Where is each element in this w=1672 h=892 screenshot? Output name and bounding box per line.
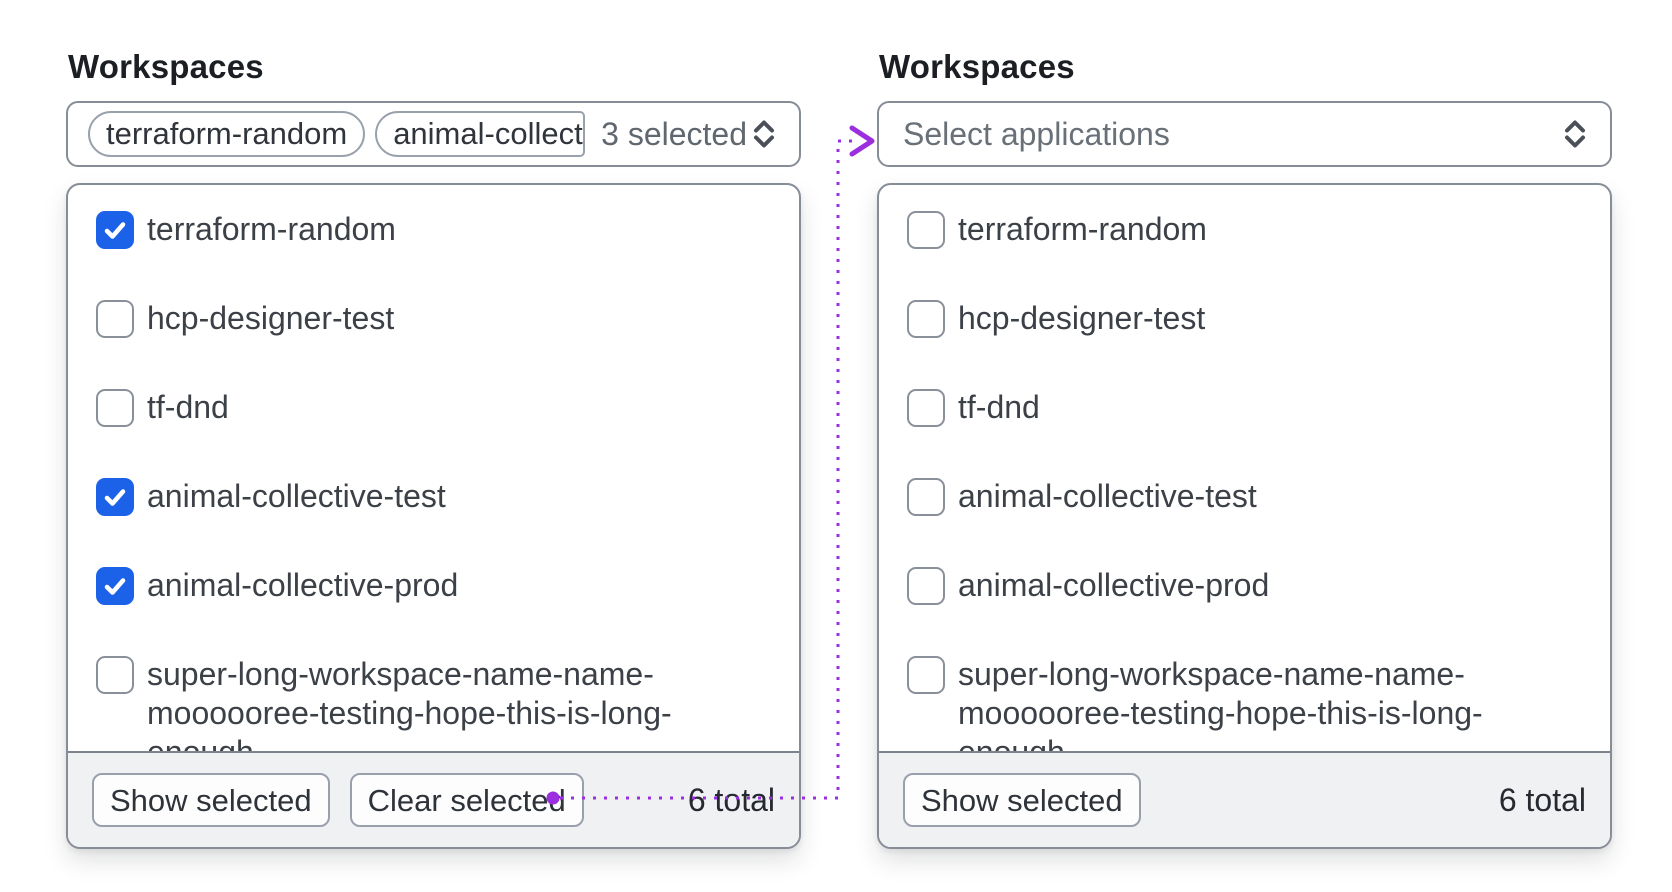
option-checkbox[interactable] [96,300,134,338]
workspace-option[interactable]: super-long-workspace-name-name- mooooore… [907,630,1582,751]
workspace-option-label: animal-collective-prod [958,567,1270,603]
left-select-dropdown: terraform-random hcp-designer-test tf-dn… [66,183,801,849]
option-checkbox[interactable] [96,478,134,516]
workspace-option[interactable]: animal-collective-test [907,452,1582,541]
option-checkbox[interactable] [96,656,134,694]
right-select-label: Workspaces [879,48,1075,85]
workspace-option-label-line: moooooree-testing-hope-this-is-long-enou… [147,695,672,751]
workspace-option[interactable]: terraform-random [907,185,1582,274]
workspace-option-label-line: moooooree-testing-hope-this-is-long-enou… [958,695,1483,751]
option-checkbox[interactable] [907,389,945,427]
option-checkbox[interactable] [907,211,945,249]
total-count: 6 total [687,781,775,818]
option-checkbox[interactable] [96,211,134,249]
selected-tag[interactable]: animal-collective [375,111,586,157]
workspace-option-label: tf-dnd [958,389,1040,425]
workspace-option-label: animal-collective-prod [147,567,459,603]
workspace-option[interactable]: tf-dnd [907,363,1582,452]
left-workspaces-multiselect: Workspaces terraform-random animal-colle… [66,48,801,849]
workspace-option-label: animal-collective-test [147,478,446,514]
workspace-option[interactable]: animal-collective-prod [907,541,1582,630]
workspace-option-label: super-long-workspace-name-name- mooooore… [147,655,771,751]
option-checkbox[interactable] [96,567,134,605]
right-workspaces-multiselect: Workspaces Select applications terraform… [877,48,1612,849]
selected-tag-label: animal-collective [393,116,583,151]
workspace-option-label: terraform-random [958,211,1207,247]
workspace-option-label-line: super-long-workspace-name-name- [147,656,654,692]
selected-tag[interactable]: terraform-random [88,111,366,157]
left-dropdown-footer: Show selected Clear selected 6 total [68,751,799,847]
workspace-option[interactable]: animal-collective-prod [96,541,771,630]
workspace-option[interactable]: tf-dnd [96,363,771,452]
chevrons-up-down-icon [747,117,781,151]
option-checkbox[interactable] [907,478,945,516]
option-checkbox[interactable] [96,389,134,427]
option-checkbox[interactable] [907,567,945,605]
option-checkbox[interactable] [907,656,945,694]
right-options-list: terraform-random hcp-designer-test tf-dn… [879,185,1610,751]
connector-arrowhead [849,125,875,157]
right-select-dropdown: terraform-random hcp-designer-test tf-dn… [877,183,1612,849]
workspace-option[interactable]: hcp-designer-test [96,274,771,363]
left-select-trigger[interactable]: terraform-random animal-collective 3 sel… [66,101,801,167]
workspace-option-label: super-long-workspace-name-name- mooooore… [958,655,1582,751]
workspace-option-label: tf-dnd [147,389,229,425]
show-selected-button[interactable]: Show selected [903,773,1141,827]
workspace-option[interactable]: hcp-designer-test [907,274,1582,363]
workspace-option-label: hcp-designer-test [147,300,395,336]
workspace-option[interactable]: animal-collective-test [96,452,771,541]
workspace-option-label: animal-collective-test [958,478,1257,514]
chevrons-up-down-icon [1558,117,1592,151]
workspace-option-label-line: super-long-workspace-name-name- [958,656,1465,692]
right-select-trigger[interactable]: Select applications [877,101,1612,167]
show-selected-button[interactable]: Show selected [92,773,330,827]
right-dropdown-footer: Show selected 6 total [879,751,1610,847]
workspace-option[interactable]: super-long-workspace-name-name- mooooore… [96,630,771,751]
left-options-list: terraform-random hcp-designer-test tf-dn… [68,185,799,751]
selected-tag-label: terraform-random [106,116,348,151]
clear-selected-button[interactable]: Clear selected [349,773,584,827]
workspace-option-label: hcp-designer-test [958,300,1206,336]
option-checkbox[interactable] [907,300,945,338]
workspace-option-label: terraform-random [147,211,396,247]
selected-count: 3 selected [601,115,747,152]
select-placeholder: Select applications [903,115,1170,152]
left-select-label: Workspaces [68,48,264,85]
workspace-option[interactable]: terraform-random [96,185,771,274]
total-count: 6 total [1498,781,1586,818]
